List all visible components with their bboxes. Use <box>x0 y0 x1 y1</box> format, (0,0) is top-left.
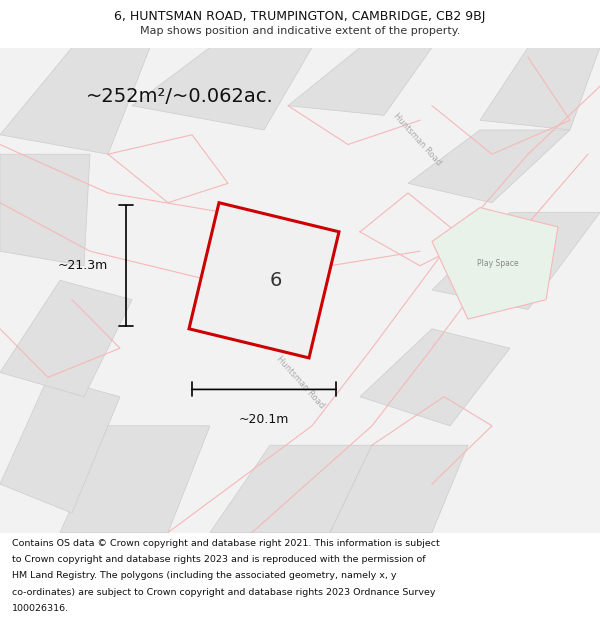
Text: co-ordinates) are subject to Crown copyright and database rights 2023 Ordnance S: co-ordinates) are subject to Crown copyr… <box>12 588 436 596</box>
Polygon shape <box>0 280 132 397</box>
Text: HM Land Registry. The polygons (including the associated geometry, namely x, y: HM Land Registry. The polygons (includin… <box>12 571 397 581</box>
Polygon shape <box>0 48 150 154</box>
Text: 6, HUNTSMAN ROAD, TRUMPINGTON, CAMBRIDGE, CB2 9BJ: 6, HUNTSMAN ROAD, TRUMPINGTON, CAMBRIDGE… <box>115 11 485 24</box>
Polygon shape <box>360 329 510 426</box>
Polygon shape <box>0 48 600 532</box>
Text: Huntsman Road: Huntsman Road <box>391 112 443 168</box>
Polygon shape <box>432 213 600 309</box>
Text: Map shows position and indicative extent of the property.: Map shows position and indicative extent… <box>140 26 460 36</box>
Polygon shape <box>0 378 120 513</box>
Polygon shape <box>408 130 570 202</box>
Polygon shape <box>132 48 312 130</box>
Polygon shape <box>330 445 468 532</box>
Text: 100026316.: 100026316. <box>12 604 69 612</box>
Text: ~21.3m: ~21.3m <box>58 259 108 272</box>
Polygon shape <box>60 426 210 532</box>
Text: 6: 6 <box>270 271 282 290</box>
Text: Play Space: Play Space <box>477 259 519 268</box>
Polygon shape <box>432 208 558 319</box>
Text: Contains OS data © Crown copyright and database right 2021. This information is : Contains OS data © Crown copyright and d… <box>12 539 440 548</box>
Polygon shape <box>288 48 432 116</box>
Polygon shape <box>189 202 339 358</box>
Text: ~252m²/~0.062ac.: ~252m²/~0.062ac. <box>86 86 274 106</box>
Text: ~20.1m: ~20.1m <box>239 412 289 426</box>
Text: to Crown copyright and database rights 2023 and is reproduced with the permissio: to Crown copyright and database rights 2… <box>12 555 425 564</box>
Text: Huntsman Road: Huntsman Road <box>274 354 326 410</box>
Polygon shape <box>480 48 600 130</box>
Polygon shape <box>210 445 372 532</box>
Polygon shape <box>0 154 90 266</box>
